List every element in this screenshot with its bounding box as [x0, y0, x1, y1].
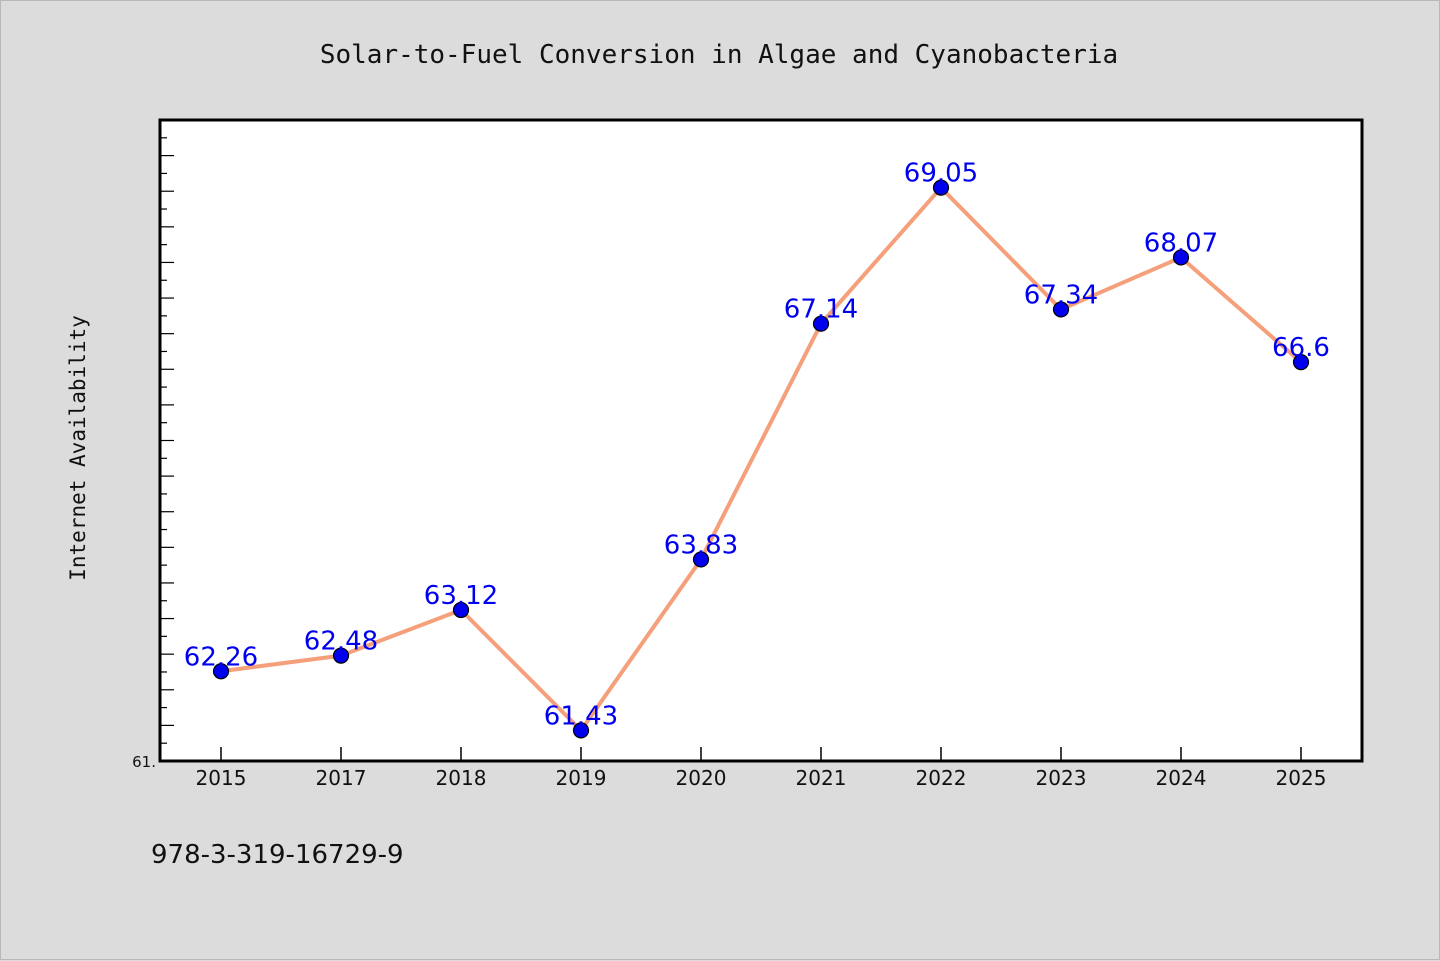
data-value-label: 63.12: [424, 581, 498, 611]
data-point-marker: [692, 551, 710, 568]
x-tick-label: 2015: [196, 766, 247, 790]
x-tick-label: 2018: [436, 766, 487, 790]
data-value-label: 62.48: [304, 627, 378, 657]
data-value-label: 67.14: [784, 295, 858, 325]
data-point-marker: [332, 647, 350, 664]
y-axis-ticks: 61.: [132, 137, 174, 771]
x-tick-label: 2020: [676, 766, 727, 790]
data-point-marker: [812, 315, 830, 332]
x-tick-label: 2022: [916, 766, 967, 790]
data-point-marker: [572, 722, 590, 739]
data-point-marker: [1172, 249, 1190, 266]
data-value-label: 69.05: [904, 159, 978, 189]
data-point-marker: [1052, 301, 1070, 318]
x-tick-label: 2023: [1036, 766, 1087, 790]
series-markers: [212, 179, 1310, 739]
series-line-group: [220, 185, 1303, 733]
series-line: [220, 185, 1303, 733]
data-value-label: 67.34: [1024, 280, 1098, 310]
x-tick-label: 2019: [556, 766, 607, 790]
data-value-label: 66.6: [1272, 333, 1330, 363]
data-point-marker: [212, 663, 230, 680]
x-tick-label: 2025: [1276, 766, 1327, 790]
data-value-label: 62.26: [184, 642, 258, 672]
footer-code: 978-3-319-16729-9: [151, 840, 404, 870]
data-labels: 62.26 62.48 63.12 61.43 63.83 67.14 69.05 67.34…: [184, 159, 1330, 732]
data-point-marker: [1292, 354, 1310, 371]
x-tick-label: 2021: [796, 766, 847, 790]
chart-title: Solar-to-Fuel Conversion in Algae and Cy…: [320, 40, 1118, 70]
y-tick-label: 61.: [132, 753, 156, 771]
data-point-marker: [932, 179, 950, 196]
data-value-label: 63.83: [664, 530, 738, 560]
data-value-label: 61.43: [544, 701, 618, 731]
x-tick-label: 2017: [316, 766, 367, 790]
data-value-label: 68.07: [1144, 228, 1218, 258]
y-axis-label: Internet Availability: [66, 315, 90, 581]
x-tick-label: 2024: [1156, 766, 1207, 790]
data-point-marker: [452, 601, 470, 619]
x-axis-ticks: 2015 2017 2018 2019 2020 2021 2022 2023 2024 2025: [196, 747, 1327, 790]
